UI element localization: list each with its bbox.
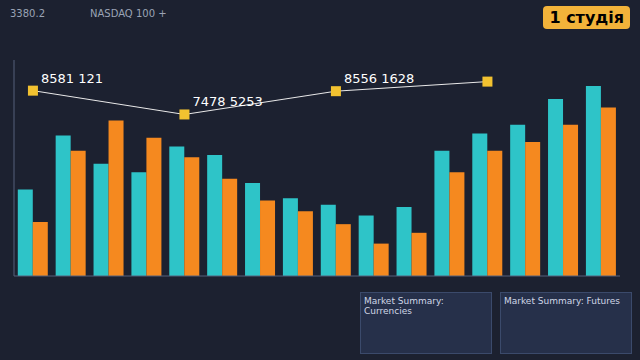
- html-text:Market Summary: Currencies: Market Summary: Currencies: [364, 296, 444, 316]
- html-text:3380.2: 3380.2: [10, 8, 45, 19]
- svg-text:8581 121: 8581 121: [41, 71, 103, 86]
- html-text:Market Summary: Futures: Market Summary: Futures: [504, 296, 620, 306]
- html-text:1 студія: 1 студія: [549, 8, 624, 27]
- html-text:NASDAQ 100 +: NASDAQ 100 +: [90, 8, 167, 19]
- svg-text:8556 1628: 8556 1628: [344, 71, 414, 86]
- svg-text:7478 5253: 7478 5253: [192, 94, 262, 109]
